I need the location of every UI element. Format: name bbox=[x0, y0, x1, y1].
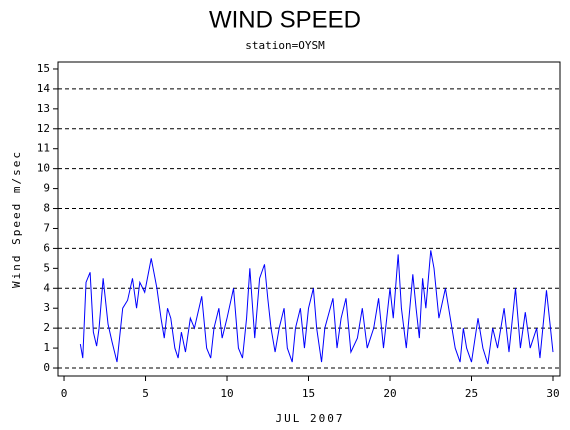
y-tick-label: 5 bbox=[43, 261, 50, 274]
y-tick-label: 7 bbox=[43, 221, 50, 234]
x-tick-label: 10 bbox=[220, 387, 233, 400]
y-axis-label: Wind Speed m/sec bbox=[10, 150, 23, 288]
y-tick-label: 10 bbox=[37, 162, 50, 175]
y-tick-label: 13 bbox=[37, 102, 50, 115]
y-tick-label: 2 bbox=[43, 321, 50, 334]
x-tick-label: 25 bbox=[465, 387, 478, 400]
y-tick-label: 9 bbox=[43, 182, 50, 195]
x-tick-label: 20 bbox=[383, 387, 396, 400]
y-tick-label: 14 bbox=[37, 82, 51, 95]
y-tick-label: 4 bbox=[43, 281, 50, 294]
x-tick-label: 15 bbox=[302, 387, 315, 400]
x-tick-label: 0 bbox=[61, 387, 68, 400]
chart-subtitle: station=OYSM bbox=[245, 39, 325, 52]
y-tick-label: 1 bbox=[43, 341, 50, 354]
x-tick-label: 30 bbox=[546, 387, 559, 400]
y-tick-label: 6 bbox=[43, 241, 50, 254]
y-tick-label: 3 bbox=[43, 301, 50, 314]
x-axis-label: JUL 2007 bbox=[276, 412, 345, 425]
y-tick-label: 0 bbox=[43, 361, 50, 374]
y-tick-label: 12 bbox=[37, 122, 50, 135]
y-tick-label: 15 bbox=[37, 62, 50, 75]
y-tick-label: 11 bbox=[37, 142, 50, 155]
x-tick-label: 5 bbox=[142, 387, 149, 400]
y-tick-label: 8 bbox=[43, 202, 50, 215]
plot-frame bbox=[57, 61, 561, 377]
chart-title: WIND SPEED bbox=[209, 6, 361, 33]
data-line bbox=[79, 250, 554, 365]
